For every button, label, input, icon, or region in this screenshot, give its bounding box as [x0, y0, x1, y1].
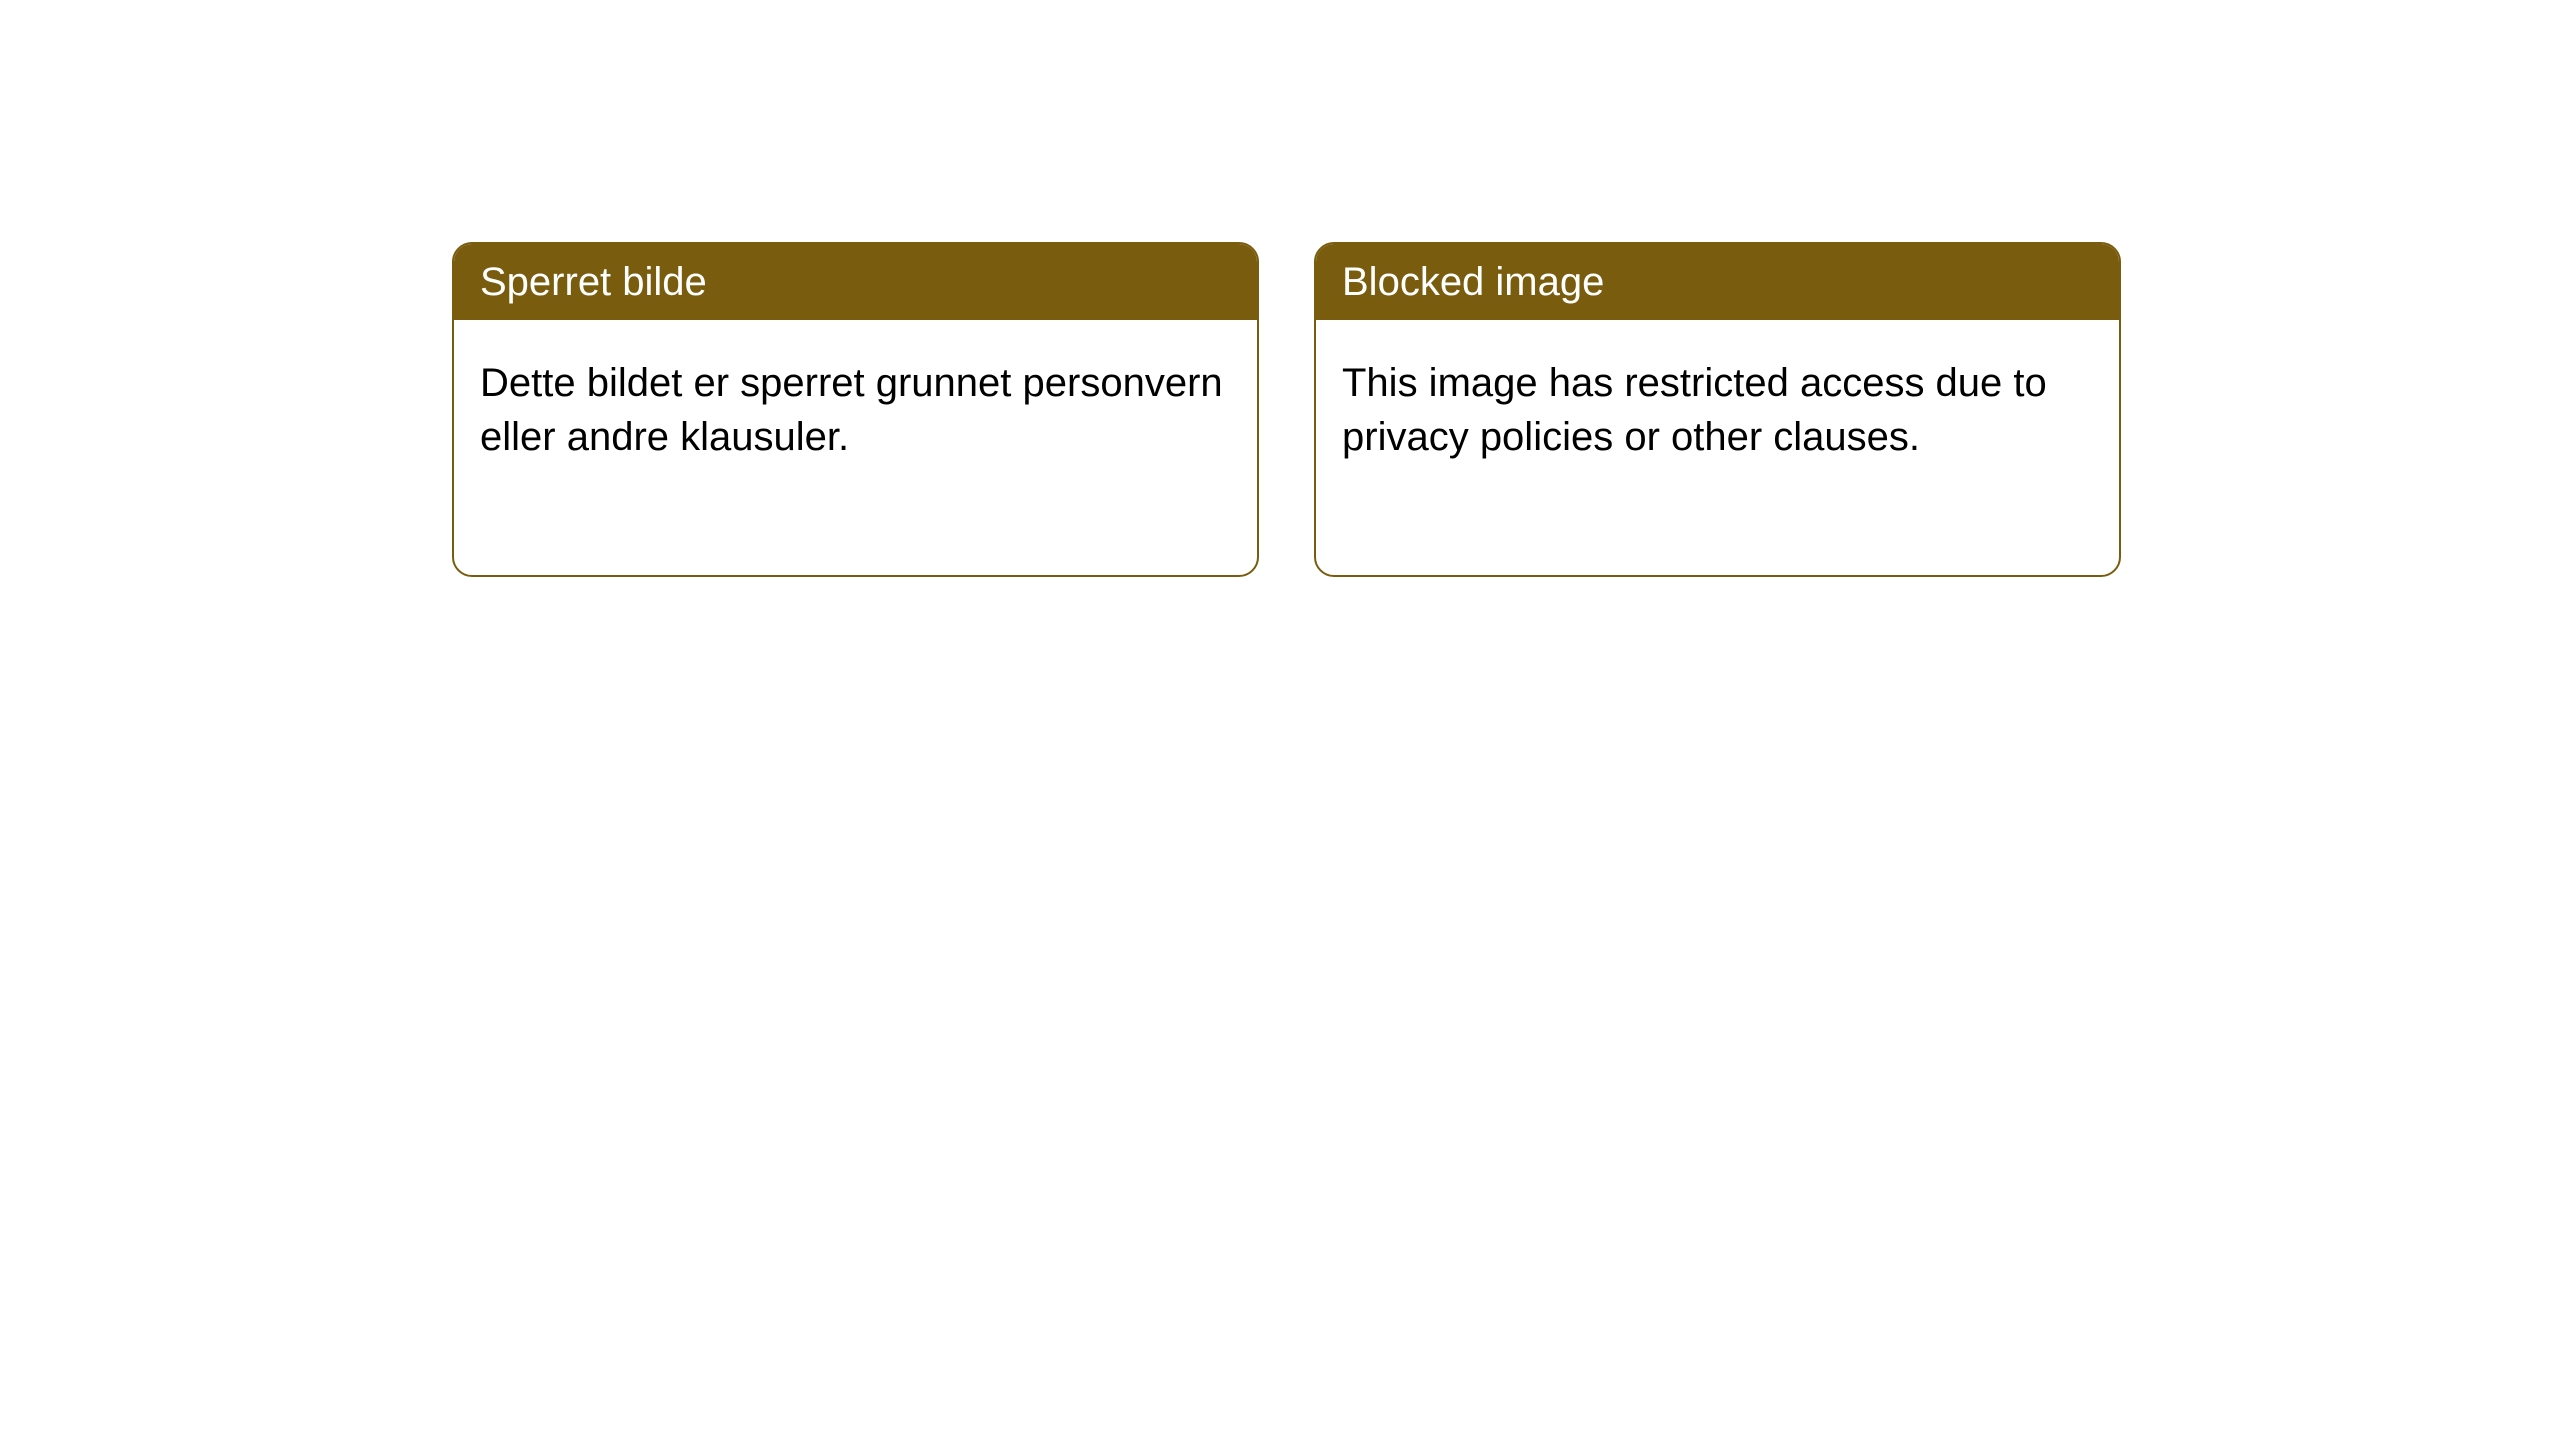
card-body: Dette bildet er sperret grunnet personve…: [454, 320, 1257, 500]
card-body: This image has restricted access due to …: [1316, 320, 2119, 500]
card-title: Blocked image: [1342, 260, 1604, 304]
card-title: Sperret bilde: [480, 260, 707, 304]
notice-card-english: Blocked image This image has restricted …: [1314, 242, 2121, 577]
notice-card-row: Sperret bilde Dette bildet er sperret gr…: [452, 242, 2121, 577]
card-body-text: Dette bildet er sperret grunnet personve…: [480, 361, 1223, 459]
card-header: Blocked image: [1316, 244, 2119, 320]
card-header: Sperret bilde: [454, 244, 1257, 320]
card-body-text: This image has restricted access due to …: [1342, 361, 2047, 459]
notice-card-norwegian: Sperret bilde Dette bildet er sperret gr…: [452, 242, 1259, 577]
